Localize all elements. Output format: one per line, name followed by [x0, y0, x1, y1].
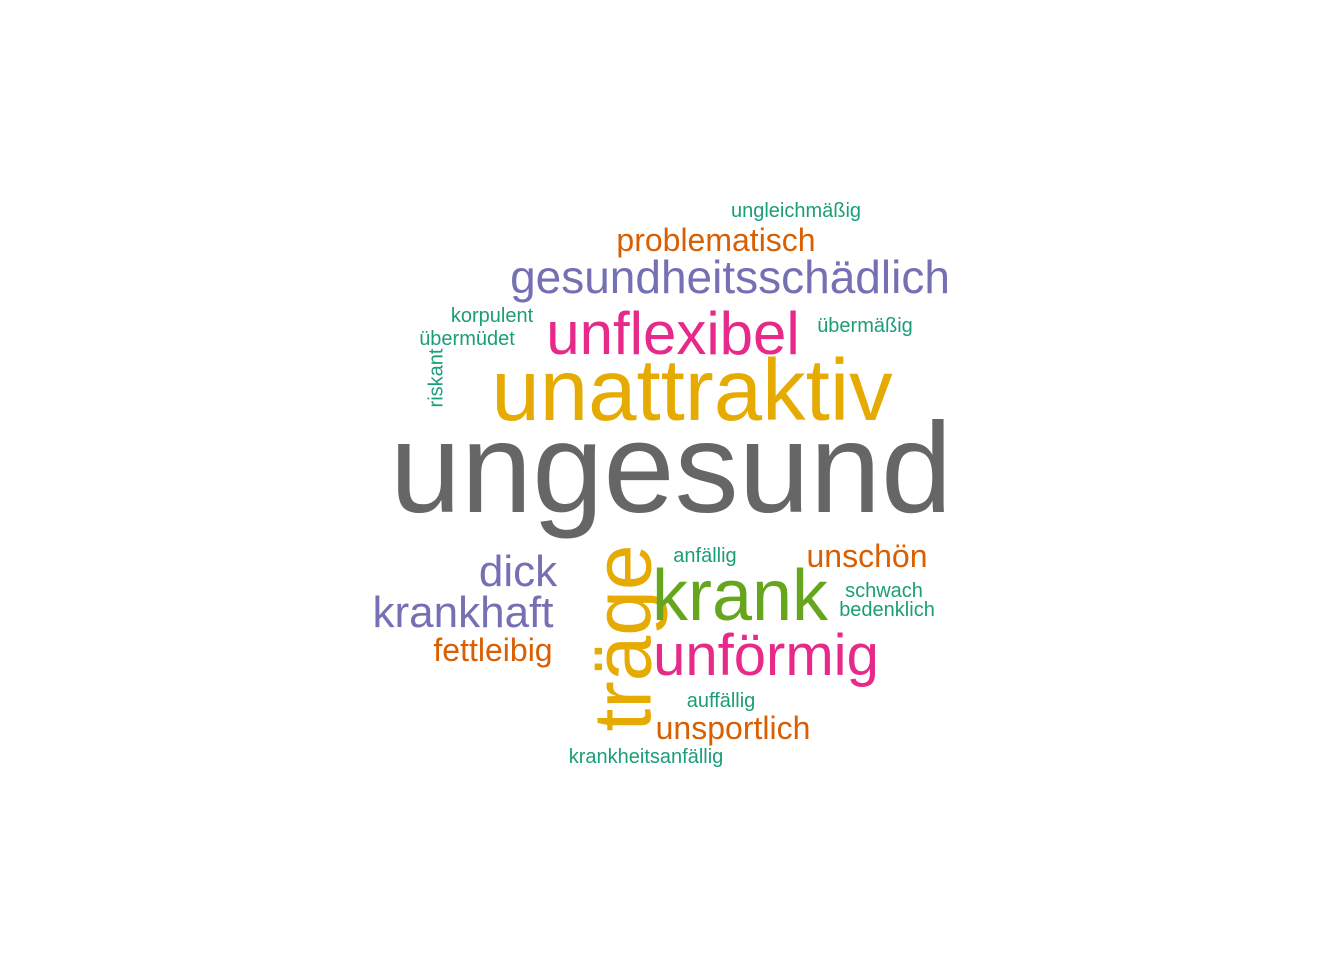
word-4: unflexibel [546, 300, 800, 367]
word-11: unsportlich [656, 710, 811, 746]
word-10: unschön [807, 538, 928, 574]
word-1: unattraktiv [491, 342, 893, 439]
word-12: fettleibig [433, 632, 552, 668]
word-6: gesundheitsschädlich [510, 251, 950, 303]
word-16: übermäßig [817, 315, 913, 337]
word-20: bedenklich [839, 599, 935, 621]
word-17: riskant [425, 348, 447, 407]
word-8: dick [479, 547, 558, 596]
word-15: übermüdet [419, 328, 515, 350]
word-22: krankheitsanfällig [569, 746, 724, 768]
word-3: krank [652, 556, 829, 636]
word-2: träge [578, 545, 669, 732]
word-7: krankhaft [373, 588, 554, 637]
word-5: unförmig [653, 623, 879, 688]
word-18: anfällig [673, 545, 736, 567]
word-13: ungleichmäßig [731, 200, 861, 222]
word-19: schwach [845, 580, 923, 602]
word-9: problematisch [616, 222, 815, 258]
word-14: korpulent [451, 305, 534, 327]
word-0: ungesund [390, 397, 952, 540]
word-21: auffällig [687, 690, 756, 712]
